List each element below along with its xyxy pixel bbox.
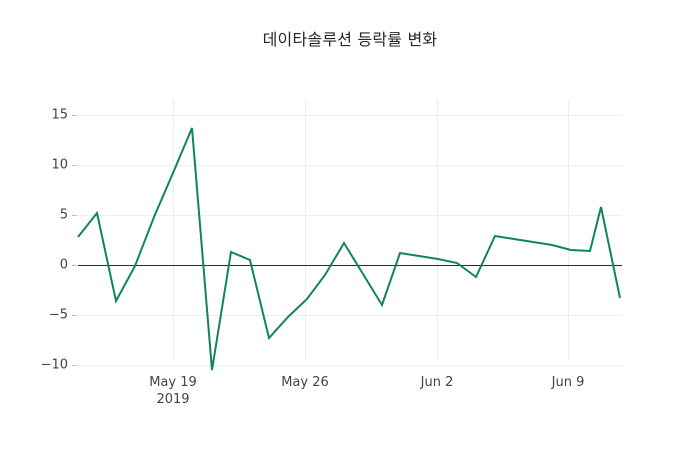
y-axis-tick-mark	[72, 215, 77, 216]
y-axis-tick-label: 0	[59, 257, 68, 273]
gridline-horizontal	[78, 165, 622, 166]
zero-line	[78, 265, 622, 266]
y-axis-tick-mark	[72, 115, 77, 116]
x-axis-tick-label: Jun 2	[421, 374, 454, 391]
x-axis-tick-label: May 19 2019	[149, 374, 197, 408]
series-line-chart	[77, 127, 621, 371]
y-axis-tick-label: −10	[40, 357, 68, 373]
y-axis-tick-label: 10	[51, 157, 68, 173]
y-axis-tick-label: 15	[51, 107, 68, 123]
gridline-vertical	[173, 100, 174, 360]
gridline-horizontal	[78, 315, 622, 316]
y-axis-tick-mark	[72, 165, 77, 166]
x-axis-tick-label: Jun 9	[552, 374, 585, 391]
y-axis-tick-mark	[72, 265, 77, 266]
y-axis-tick-mark	[72, 365, 77, 366]
gridline-vertical	[305, 100, 306, 360]
y-axis-tick-label: 5	[59, 207, 68, 223]
x-axis-tick-label-year: 2019	[156, 392, 190, 407]
x-axis-tick-label-date: May 19	[149, 375, 197, 390]
chart-title: 데이타솔루션 등락률 변화	[262, 30, 438, 49]
series-line	[77, 127, 621, 371]
x-axis-tick-label-date: Jun 9	[551, 375, 585, 390]
y-axis-tick-mark	[72, 315, 77, 316]
gridline-vertical	[568, 100, 569, 360]
x-axis-tick-label-date: May 26	[281, 375, 329, 390]
gridline-horizontal	[78, 115, 622, 116]
x-axis-tick-label: May 26	[281, 374, 329, 391]
gridline-horizontal	[78, 365, 622, 366]
y-axis-tick-label: −5	[48, 307, 68, 323]
x-axis-tick-label-date: Jun 2	[420, 375, 454, 390]
plot-area	[77, 100, 622, 371]
gridline-horizontal	[78, 215, 622, 216]
gridline-vertical	[437, 100, 438, 360]
